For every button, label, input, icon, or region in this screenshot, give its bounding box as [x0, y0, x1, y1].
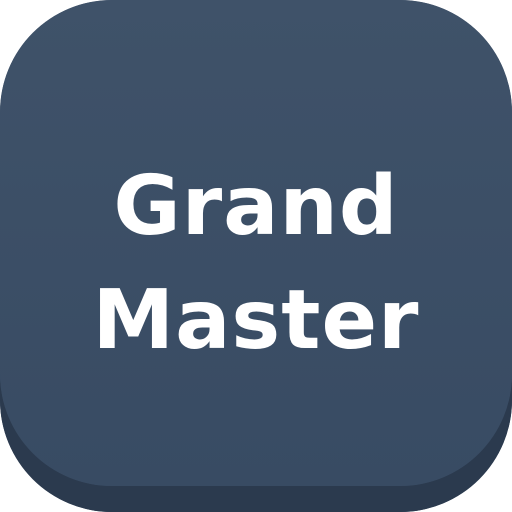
app-title-line-2: Master [92, 273, 420, 368]
app-title-line-1: Grand [113, 159, 399, 254]
app-icon-face [0, 0, 512, 486]
